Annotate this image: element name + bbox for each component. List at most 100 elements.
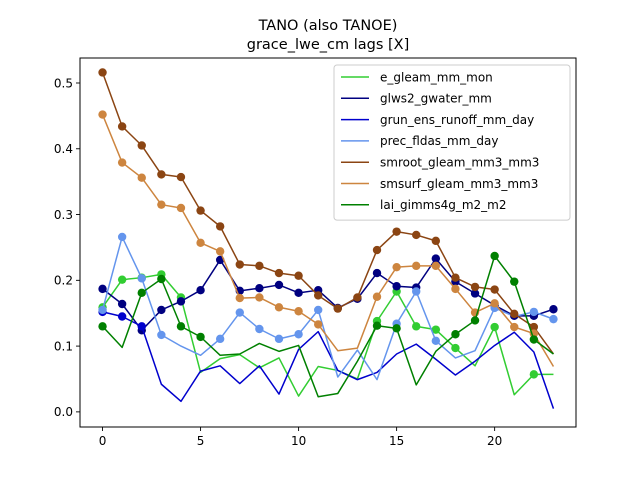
data-point: [412, 261, 421, 271]
data-point: [549, 305, 558, 314]
chart-title: TANO (also TANOE): [258, 18, 398, 34]
x-tick-label: 0: [99, 434, 107, 448]
data-point: [157, 274, 166, 284]
data-point: [412, 230, 421, 240]
data-point: [392, 262, 401, 272]
data-point: [510, 277, 519, 286]
data-point: [490, 251, 499, 261]
legend-item-grun_ens_runoff_mm_day: grun_ens_runoff_mm_day: [341, 113, 534, 127]
legend-label: e_gleam_mm_mon: [380, 70, 493, 84]
data-point: [431, 325, 441, 334]
legend-label: lai_gimms4g_m2_m2: [380, 198, 507, 212]
data-point: [529, 322, 539, 332]
data-point: [196, 285, 205, 295]
data-point: [196, 332, 205, 342]
y-tick-label: 0.1: [54, 339, 73, 353]
data-point: [176, 297, 186, 306]
y-tick-label: 0.3: [54, 208, 73, 222]
data-point: [490, 322, 499, 332]
data-point: [510, 309, 519, 319]
data-point: [274, 268, 284, 278]
data-point: [274, 280, 284, 290]
data-point: [117, 158, 127, 167]
legend-item-lai_gimms4g_m2_m2: lai_gimms4g_m2_m2: [341, 198, 507, 212]
data-point: [529, 335, 539, 344]
data-point: [137, 173, 146, 182]
y-tick-label: 0.5: [54, 76, 73, 90]
data-point: [196, 238, 205, 248]
data-point: [117, 312, 127, 321]
data-point: [294, 330, 303, 339]
data-point: [157, 170, 166, 179]
data-point: [353, 293, 362, 302]
data-point: [333, 304, 342, 313]
legend-label: smroot_gleam_mm3_mm3: [380, 156, 539, 170]
data-point: [470, 282, 480, 292]
data-point: [470, 316, 480, 325]
series-layer: [98, 68, 558, 409]
data-point: [255, 261, 264, 271]
data-point: [117, 275, 127, 284]
data-point: [510, 322, 519, 332]
data-point: [451, 273, 460, 282]
legend-item-smsurf_gleam_mm3_mm3: smsurf_gleam_mm3_mm3: [341, 177, 538, 191]
legend-item-prec_fldas_mm_day: prec_fldas_mm_day: [341, 134, 499, 148]
legend-label: glws2_gwater_mm: [380, 92, 492, 106]
x-tick-label: 20: [487, 434, 502, 448]
data-point: [215, 247, 225, 256]
y-tick-label: 0.0: [54, 405, 73, 419]
data-point: [235, 308, 244, 317]
y-tick-label: 0.2: [54, 274, 73, 288]
series-line-prec_fldas_mm_day: [101, 236, 554, 381]
legend-box: [333, 64, 571, 221]
chart-subtitle: grace_lwe_cm lags [X]: [247, 37, 410, 53]
series-smsurf_gleam_mm3_mm3: [98, 110, 555, 367]
data-point: [412, 322, 421, 331]
data-point: [98, 322, 107, 331]
data-point: [431, 336, 441, 346]
series-prec_fldas_mm_day: [98, 232, 558, 381]
x-tick-label: 5: [197, 434, 205, 448]
data-point: [392, 324, 401, 333]
data-point: [294, 307, 303, 316]
data-point: [235, 260, 244, 269]
data-point: [372, 268, 382, 278]
data-point: [294, 288, 303, 298]
data-point: [529, 307, 539, 317]
data-point: [274, 303, 284, 312]
data-point: [314, 305, 323, 315]
data-point: [196, 206, 205, 215]
data-point: [372, 321, 382, 330]
legend-item-e_gleam_mm_mon: e_gleam_mm_mon: [341, 70, 493, 84]
data-point: [549, 314, 558, 324]
data-point: [176, 203, 186, 213]
data-point: [98, 284, 107, 294]
data-point: [529, 370, 539, 379]
data-point: [451, 330, 460, 339]
data-point: [157, 200, 166, 209]
data-point: [274, 334, 284, 344]
data-point: [255, 293, 264, 302]
series-lai_gimms4g_m2_m2: [98, 251, 554, 398]
data-point: [314, 320, 323, 329]
x-axis: 0 5 10 15 20: [99, 427, 502, 448]
data-point: [255, 284, 264, 293]
legend-label: smsurf_gleam_mm3_mm3: [380, 177, 538, 191]
data-point: [137, 274, 146, 283]
data-point: [157, 330, 166, 340]
legend-label: prec_fldas_mm_day: [380, 134, 499, 148]
series-line-grun_ens_runoff_mm_day: [102, 311, 555, 409]
legend: e_gleam_mm_mon glws2_gwater_mm grun_ens_ru…: [333, 64, 571, 221]
data-point: [255, 324, 264, 334]
data-point: [431, 261, 441, 271]
data-point: [215, 222, 225, 231]
data-point: [98, 68, 107, 77]
data-point: [137, 322, 146, 331]
data-point: [117, 299, 127, 309]
data-point: [137, 288, 146, 298]
legend-item-smroot_gleam_mm3_mm3: smroot_gleam_mm3_mm3: [341, 156, 539, 170]
data-point: [372, 292, 382, 301]
data-point: [157, 305, 166, 315]
y-axis: 0.0 0.1 0.2 0.3 0.4 0.5: [54, 76, 80, 419]
